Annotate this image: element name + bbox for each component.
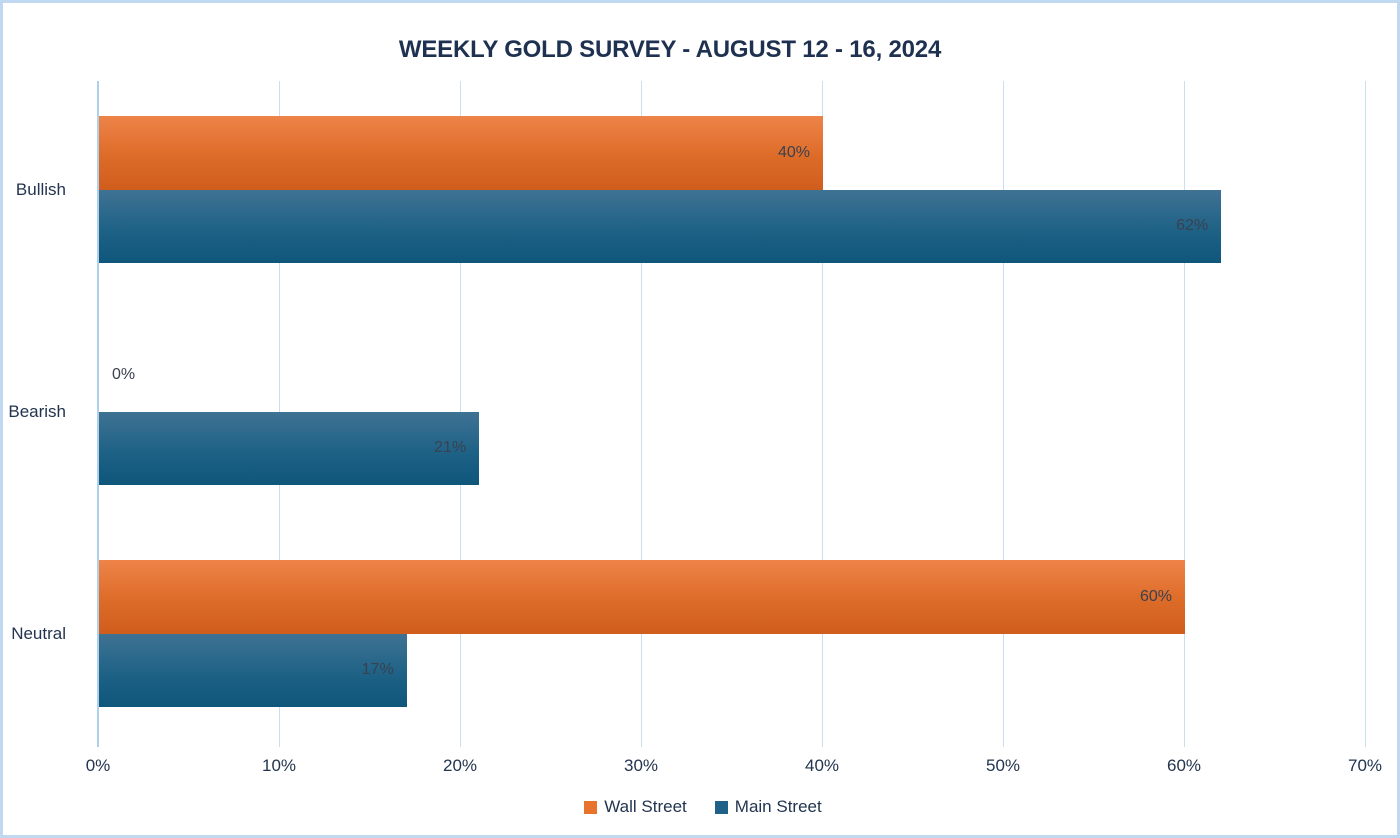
- legend-label: Main Street: [734, 797, 822, 816]
- gridline: [821, 81, 823, 747]
- bar-main-street-neutral: [99, 633, 407, 707]
- bar-wall-street-neutral: [99, 560, 1185, 634]
- x-tick-label-10-: 10%: [261, 756, 297, 775]
- x-tick-label-70-: 70%: [1347, 756, 1383, 775]
- bar-main-street-bearish: [99, 411, 480, 485]
- chart-title: WEEKLY GOLD SURVEY - AUGUST 12 - 16, 202…: [398, 36, 942, 63]
- category-label-neutral: Neutral: [11, 623, 66, 643]
- legend-swatch-icon: [584, 800, 598, 814]
- gridline: [640, 81, 642, 747]
- data-label-main-street-bearish: 21%: [434, 439, 467, 457]
- legend-label: Wall Street: [604, 797, 687, 816]
- gridline: [1364, 81, 1366, 747]
- x-tick-label-40-: 40%: [804, 756, 840, 775]
- data-label-wall-street-bearish: 0%: [112, 365, 136, 383]
- bar-main-street-bullish: [99, 189, 1222, 263]
- plot-area: 40% 62% 0% 21% 60% 17%: [97, 81, 1366, 747]
- x-tick-label-50-: 50%: [985, 756, 1021, 775]
- x-tick-label-20-: 20%: [442, 756, 478, 775]
- legend-swatch-icon: [714, 800, 728, 814]
- value-axis: 0% 10% 20% 30% 40% 50% 60% 70%: [86, 756, 1382, 780]
- data-label-main-street-bullish: 62%: [1176, 217, 1209, 235]
- x-tick-label-30-: 30%: [623, 756, 659, 775]
- category-label-bullish: Bullish: [15, 179, 66, 199]
- category-axis-line: [97, 81, 99, 747]
- data-label-main-street-neutral: 17%: [361, 661, 394, 679]
- x-tick-label-60-: 60%: [1166, 756, 1202, 775]
- gridline: [1002, 81, 1004, 747]
- legend-item-wall-street: Wall Street: [584, 797, 687, 817]
- x-tick-label-0-: 0%: [85, 756, 111, 775]
- bar-wall-street-bullish: [99, 116, 823, 190]
- category-axis: Bullish Bearish Neutral: [3, 81, 83, 747]
- category-label-bearish: Bearish: [8, 401, 66, 421]
- gridline: [1183, 81, 1185, 747]
- data-label-wall-street-neutral: 60%: [1139, 587, 1172, 605]
- data-label-wall-street-bullish: 40%: [777, 143, 810, 161]
- legend: Wall Street Main Street: [3, 797, 1397, 817]
- legend-item-main-street: Main Street: [714, 797, 822, 817]
